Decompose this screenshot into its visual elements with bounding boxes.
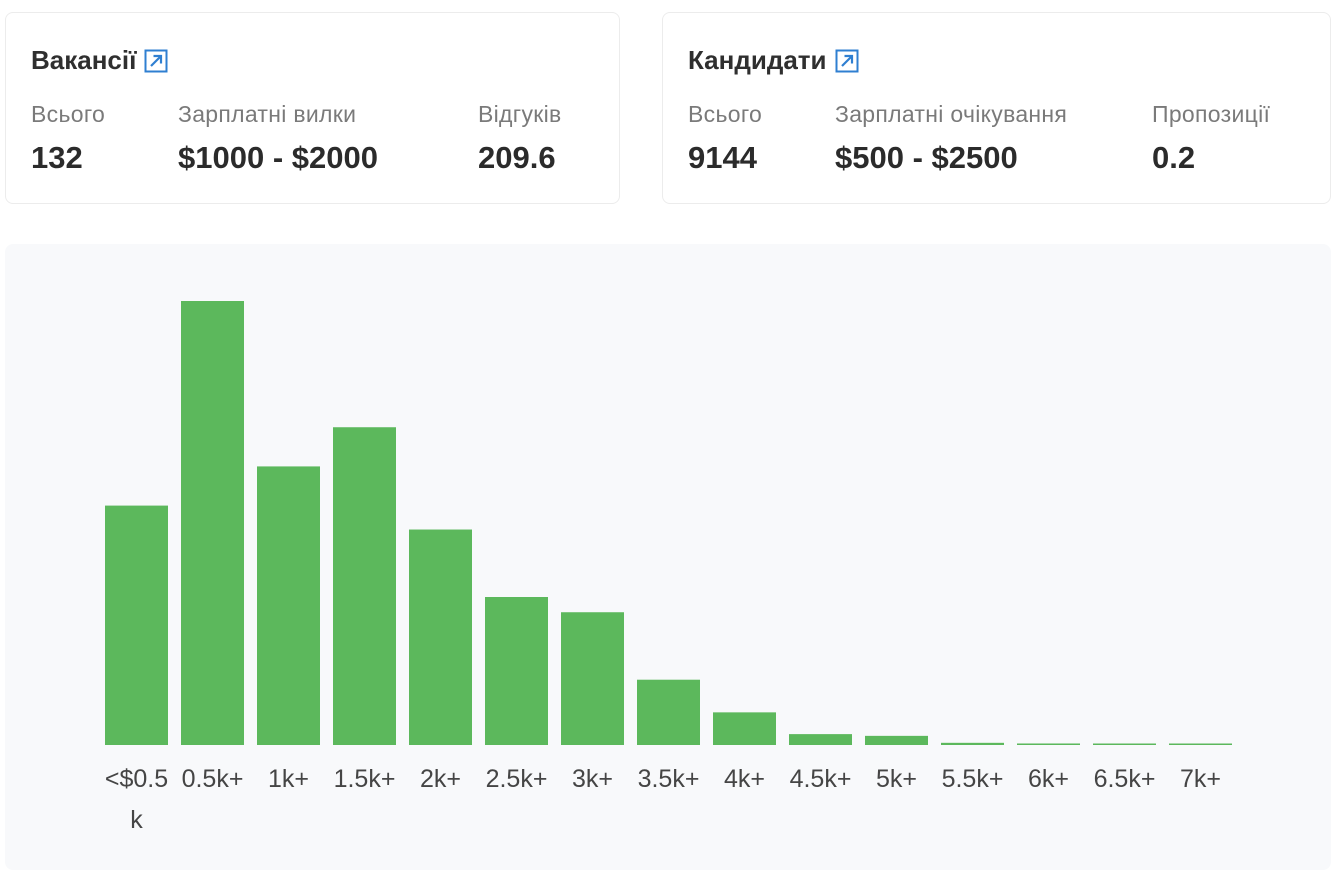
bar-7[interactable] [637,679,700,745]
bar-11[interactable] [941,742,1004,745]
bar-1[interactable] [181,301,244,745]
candidates-title[interactable]: Кандидати [688,45,859,76]
x-tick-label: 3k+ [572,765,613,793]
bar-8[interactable] [713,712,776,745]
vacancies-title-text[interactable]: Вакансії [31,45,137,75]
stat-label: Всього [31,101,106,127]
vacancies-responses: Відгуків 209.6 [478,101,562,176]
x-tick-label: 3.5k+ [638,765,700,793]
x-tick-label: 5.5k+ [942,765,1004,793]
x-tick-label: 0.5k+ [182,765,244,793]
candidates-total: Всього 9144 [688,101,762,176]
stat-label: Зарплатні вилки [178,101,357,127]
stat-value: 209.6 [478,140,556,175]
bar-2[interactable] [257,466,320,745]
bar-3[interactable] [333,427,396,745]
stat-label: Відгуків [478,101,562,127]
candidates-title-text[interactable]: Кандидати [688,45,827,75]
stat-label: Всього [688,101,763,127]
candidates-offers: Пропозиції 0.2 [1152,101,1270,176]
bar-13[interactable] [1093,743,1156,746]
x-tick-label: 1.5k+ [334,765,396,793]
bar-0[interactable] [105,505,168,745]
stat-value: $1000 - $2000 [178,140,378,175]
bar-5[interactable] [485,597,548,745]
stat-value: 9144 [688,140,757,175]
salary-distribution-chart-panel: <$0.5 k 0.5k+ 1k+ 1.5k+ 2k+ 2.5k+ 3k+ 3.5k+ 4k+ 4.… [5,244,1331,870]
vacancies-title[interactable]: Вакансії [31,45,168,76]
candidates-salary-expectations: Зарплатні очікування $500 - $2500 [835,101,1067,176]
x-tick-label: 6k+ [1028,765,1069,793]
bar-14[interactable] [1169,743,1232,746]
stat-label: Зарплатні очікування [835,101,1068,127]
bar-4[interactable] [409,529,472,745]
x-tick-label: 2.5k+ [486,765,548,793]
vacancies-card: Вакансії Всього 132 Зарплатні вилки $100… [5,12,620,204]
stat-value: 132 [31,140,83,175]
x-tick-label: 5k+ [876,765,917,793]
vacancies-salary-range: Зарплатні вилки $1000 - $2000 [178,101,378,176]
x-tick-label: 6.5k+ [1094,765,1156,793]
bar-6[interactable] [561,612,624,745]
stat-value: 0.2 [1152,140,1196,175]
bar-9[interactable] [789,734,852,745]
external-link-icon[interactable] [144,49,168,73]
x-tick-label: 7k+ [1180,765,1221,793]
x-tick-label: 4.5k+ [790,765,852,793]
x-tick-label: 2k+ [420,765,461,793]
candidates-card: Кандидати Всього 9144 Зарплатні очікуван… [662,12,1331,204]
vacancies-total: Всього 132 [31,101,105,176]
stat-value: $500 - $2500 [835,140,1018,175]
x-tick-label: 1k+ [268,765,309,793]
bar-10[interactable] [865,735,928,745]
salary-histogram-chart: <$0.5 k 0.5k+ 1k+ 1.5k+ 2k+ 2.5k+ 3k+ 3.5k+ 4k+ 4.… [105,301,1232,834]
x-tick-label: <$0.5 k [105,765,168,834]
external-link-icon[interactable] [835,49,859,73]
x-tick-label: 4k+ [724,765,765,793]
bar-12[interactable] [1017,743,1080,745]
stat-label: Пропозиції [1152,101,1271,127]
